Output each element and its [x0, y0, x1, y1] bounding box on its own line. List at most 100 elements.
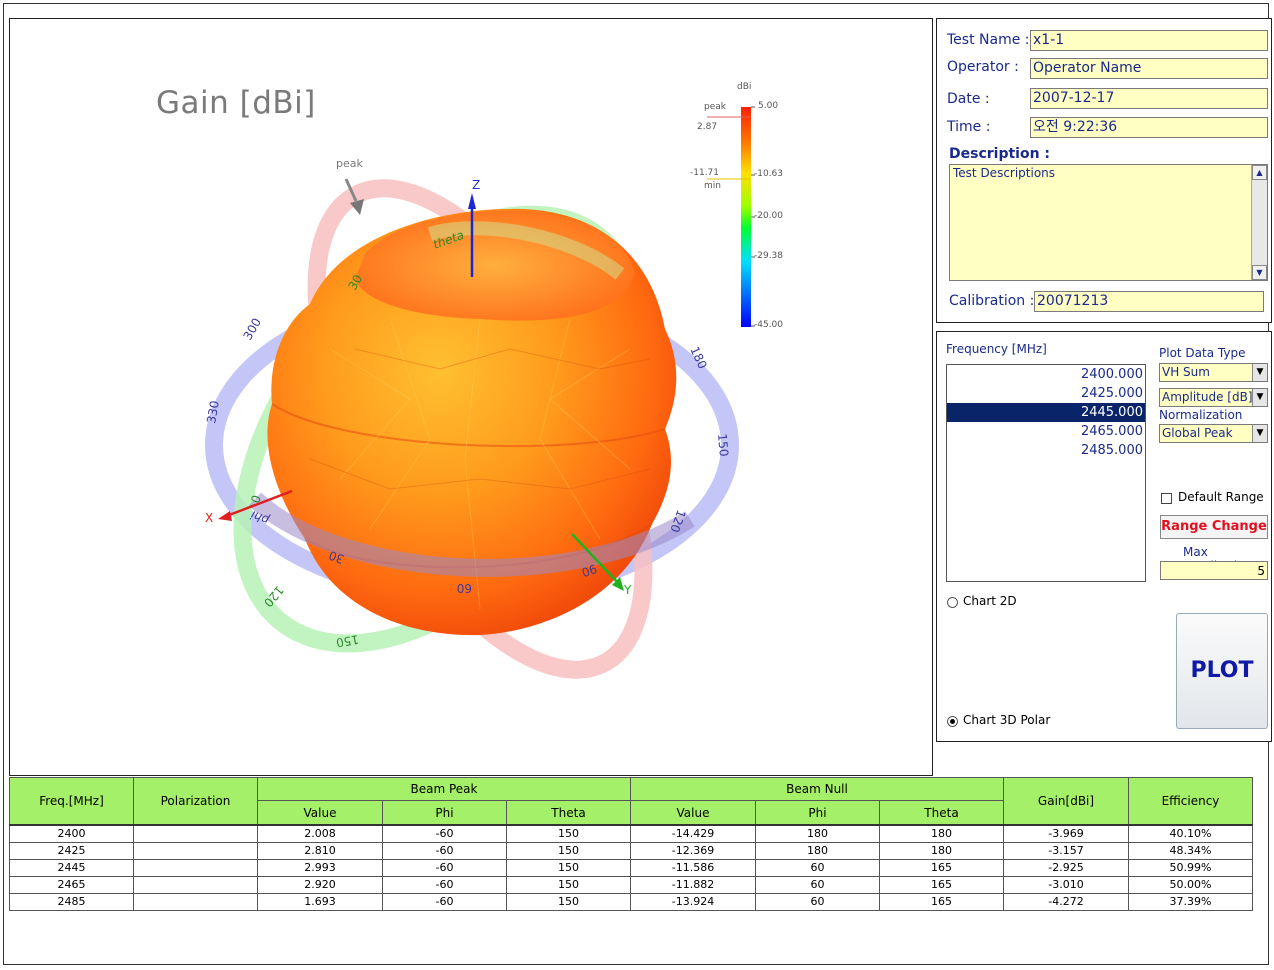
header-peak-theta[interactable]: Theta	[506, 800, 631, 826]
table-cell: -60	[382, 876, 507, 894]
header-peak-phi[interactable]: Phi	[382, 800, 507, 826]
table-cell: -60	[382, 859, 507, 877]
table-cell: 2465	[9, 876, 134, 894]
max-amplitude-field[interactable]: 5	[1160, 561, 1268, 580]
plot-title: Gain [dBi]	[156, 85, 316, 121]
table-cell: 2.920	[257, 876, 383, 894]
table-cell: 60	[755, 876, 880, 894]
description-scrollbar[interactable]: ▲ ▼	[1251, 165, 1267, 280]
header-polarization[interactable]: Polarization	[133, 777, 258, 826]
colorbar-tick-label: -45.00	[754, 320, 784, 330]
colorbar-tick-label: -20.00	[754, 211, 784, 221]
table-cell: 150	[506, 842, 631, 860]
chart-2d-radio[interactable]	[947, 597, 958, 608]
peak-pointer	[344, 178, 358, 202]
header-beam-null: Beam Null	[630, 776, 1004, 802]
table-cell: 180	[879, 842, 1004, 860]
plot-3d-panel[interactable]: peak Z X Y 300 330 180 150 120 90 60 30 …	[9, 18, 933, 776]
phi-ring-front	[248, 492, 695, 577]
date-field[interactable]: 2007-12-17	[1030, 88, 1268, 109]
range-change-button[interactable]: Range Change	[1160, 515, 1268, 539]
chevron-down-icon[interactable]: ▼	[1252, 425, 1267, 442]
table-cell: 48.34%	[1128, 842, 1253, 860]
table-cell: 50.99%	[1128, 859, 1253, 877]
chevron-down-icon[interactable]: ▼	[1252, 364, 1267, 381]
table-cell: 60	[755, 893, 880, 911]
time-field[interactable]: 오전 9:22:36	[1030, 117, 1268, 138]
table-cell	[133, 859, 258, 877]
peak-marker-label: peak	[336, 157, 363, 170]
description-label: Description :	[949, 146, 1051, 162]
table-cell: -11.586	[630, 859, 756, 877]
ring-label-phi: phi	[248, 508, 272, 528]
frequency-list-item-selected[interactable]: 2445.000	[947, 403, 1145, 422]
table-cell: 165	[879, 893, 1004, 911]
table-cell: -3.157	[1003, 842, 1129, 860]
table-cell: 180	[879, 824, 1004, 843]
description-textarea[interactable]: Test Descriptions ▲ ▼	[949, 164, 1268, 281]
table-cell: 60	[755, 859, 880, 877]
table-row[interactable]: 2445 2.993 -60 150 -11.586 60 165 -2.925…	[9, 859, 1253, 877]
chevron-down-icon[interactable]: ▼	[1252, 389, 1267, 406]
table-cell: -14.429	[630, 824, 756, 843]
table-cell: 150	[506, 859, 631, 877]
plot-button[interactable]: PLOT	[1176, 613, 1268, 729]
table-cell: 180	[755, 824, 880, 843]
gain-pattern-surface	[267, 208, 677, 636]
chart-3d-polar-radio[interactable]	[947, 716, 958, 727]
ring-label-green-30: 30	[345, 272, 365, 292]
frequency-list-item[interactable]: 2400.000	[1080, 367, 1143, 382]
colorbar-peak-value: 2.87	[697, 122, 718, 132]
table-cell: 1.693	[257, 893, 383, 911]
frequency-list-item[interactable]: 2425.000	[1080, 386, 1143, 401]
normalization-value: Global Peak	[1162, 426, 1233, 440]
table-cell	[133, 824, 258, 843]
table-row[interactable]: 2485 1.693 -60 150 -13.924 60 165 -4.272…	[9, 893, 1253, 911]
table-cell: -11.882	[630, 876, 756, 894]
header-efficiency[interactable]: Efficiency	[1128, 777, 1253, 826]
table-cell: -60	[382, 893, 507, 911]
table-row[interactable]: 2425 2.810 -60 150 -12.369 180 180 -3.15…	[9, 842, 1253, 860]
radiation-pattern-3d[interactable]: peak Z X Y 300 330 180 150 120 90 60 30 …	[10, 19, 933, 776]
normalization-select[interactable]: Global Peak ▼	[1159, 424, 1268, 443]
amplitude-type-value: Amplitude [dB]	[1162, 390, 1253, 404]
frequency-list[interactable]: 2400.000 2425.000 2445.000 2465.000 2485…	[946, 364, 1146, 582]
operator-label: Operator :	[947, 59, 1019, 75]
colorbar-ticks	[751, 106, 755, 327]
default-range-label: Default Range	[1178, 490, 1264, 504]
plot-controls-panel: Frequency [MHz] 2400.000 2425.000 2445.0…	[936, 331, 1272, 742]
table-cell	[133, 893, 258, 911]
ring-label-blue-60: 60	[457, 581, 472, 595]
header-null-phi[interactable]: Phi	[755, 800, 880, 826]
header-gain[interactable]: Gain[dBi]	[1003, 777, 1129, 826]
table-cell: 150	[506, 893, 631, 911]
colorbar-gradient	[741, 107, 751, 327]
table-row[interactable]: 2400 2.008 -60 150 -14.429 180 180 -3.96…	[9, 824, 1253, 843]
scroll-up-icon[interactable]: ▲	[1252, 165, 1267, 180]
header-null-value[interactable]: Value	[630, 800, 756, 826]
calibration-label: Calibration :	[949, 293, 1035, 309]
test-name-field[interactable]: x1-1	[1030, 30, 1268, 51]
table-row[interactable]: 2465 2.920 -60 150 -11.882 60 165 -3.010…	[9, 876, 1253, 894]
table-cell: -4.272	[1003, 893, 1129, 911]
table-cell: 180	[755, 842, 880, 860]
table-cell: -13.924	[630, 893, 756, 911]
header-freq[interactable]: Freq.[MHz]	[9, 777, 134, 826]
calibration-field[interactable]: 20071213	[1034, 291, 1264, 312]
table-cell: 50.00%	[1128, 876, 1253, 894]
table-cell: 2485	[9, 893, 134, 911]
normalization-label: Normalization	[1159, 408, 1243, 422]
scroll-down-icon[interactable]: ▼	[1252, 265, 1267, 280]
plot-data-type-select[interactable]: VH Sum ▼	[1159, 363, 1268, 382]
frequency-list-item[interactable]: 2465.000	[1080, 424, 1143, 439]
header-peak-value[interactable]: Value	[257, 800, 383, 826]
frequency-list-item[interactable]: 2485.000	[1080, 443, 1143, 458]
amplitude-type-select[interactable]: Amplitude [dB] ▼	[1159, 388, 1268, 407]
table-cell: 2.993	[257, 859, 383, 877]
header-null-theta[interactable]: Theta	[879, 800, 1004, 826]
default-range-checkbox[interactable]	[1161, 493, 1172, 504]
ring-label-blue-30: 30	[327, 548, 346, 566]
table-cell: 165	[879, 859, 1004, 877]
table-cell: 2445	[9, 859, 134, 877]
operator-field[interactable]: Operator Name	[1030, 58, 1268, 79]
